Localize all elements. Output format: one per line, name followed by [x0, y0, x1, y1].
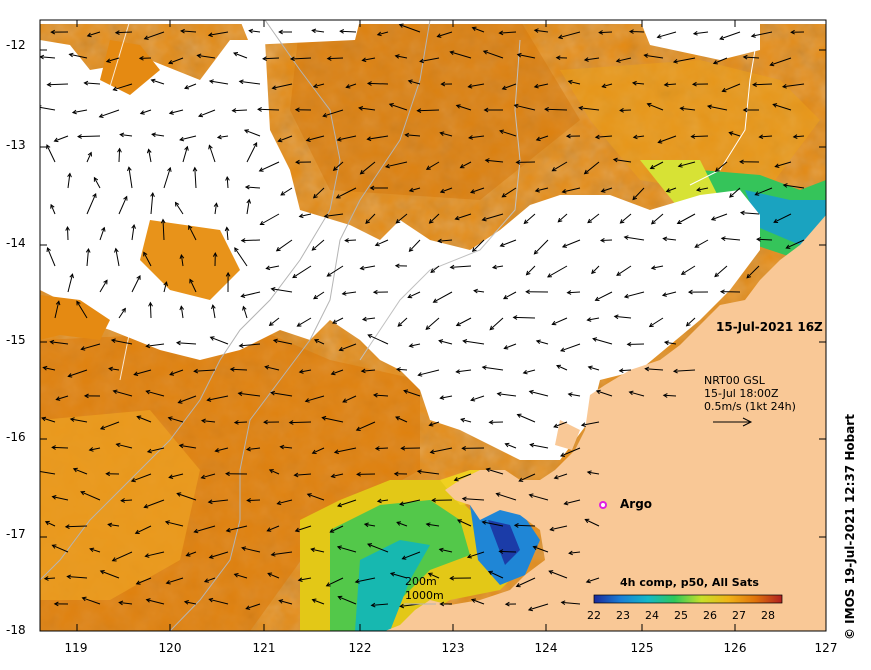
current-arrow — [630, 32, 644, 33]
current-arrow — [753, 84, 772, 85]
current-arrow — [78, 136, 100, 137]
y-tick-label: -13 — [6, 138, 38, 152]
current-arrow — [52, 447, 68, 448]
current-arrow — [328, 58, 343, 59]
current-arrow — [599, 32, 612, 33]
x-tick-label: 120 — [150, 641, 190, 655]
colorbar-tick: 25 — [669, 609, 693, 622]
current-arrow — [290, 422, 311, 423]
current-product-info: NRT00 GSL 15-Jul 18:00Z 0.5m/s (1kt 24h) — [704, 374, 796, 413]
colorbar-tick: 28 — [756, 609, 780, 622]
current-arrow — [417, 110, 439, 111]
current-arrow — [514, 317, 535, 318]
y-tick-label: -18 — [6, 623, 38, 637]
current-arrow — [499, 551, 516, 552]
depth-legend: 200m 1000m — [405, 575, 444, 603]
x-tick-label: 121 — [244, 641, 284, 655]
nrt-product-line: NRT00 GSL — [704, 374, 796, 387]
colorbar-tick: 24 — [640, 609, 664, 622]
colorbar — [594, 595, 782, 603]
y-tick-label: -16 — [6, 430, 38, 444]
depth-200m-label: 200m — [405, 575, 444, 589]
colorbar-tick: 26 — [698, 609, 722, 622]
current-arrow — [119, 149, 120, 162]
current-arrow — [150, 303, 151, 318]
current-arrow — [233, 110, 248, 111]
x-tick-label: 119 — [56, 641, 96, 655]
date-label: 15-Jul-2021 16Z — [716, 320, 823, 334]
current-arrow — [601, 240, 612, 241]
y-tick-label: -12 — [6, 38, 38, 52]
y-tick-label: -14 — [6, 236, 38, 250]
current-arrow — [368, 83, 388, 84]
current-arrow — [247, 500, 260, 501]
current-arrow — [242, 240, 260, 241]
colorbar-tick: 22 — [582, 609, 606, 622]
current-arrow — [68, 227, 69, 240]
depth-1000m-label: 1000m — [405, 589, 444, 603]
x-tick-label: 126 — [715, 641, 755, 655]
x-tick-label: 122 — [340, 641, 380, 655]
current-arrow — [48, 84, 69, 85]
current-arrow — [116, 32, 132, 33]
nrt-time-line: 15-Jul 18:00Z — [704, 387, 796, 400]
copyright-label: © IMOS 19-Jul-2021 12:37 Hobart — [843, 414, 857, 640]
x-tick-label: 123 — [433, 641, 473, 655]
colorbar-tick: 27 — [727, 609, 751, 622]
current-arrow — [376, 448, 388, 449]
colorbar-title: 4h comp, p50, All Sats — [620, 576, 759, 589]
colorbar-tick: 23 — [611, 609, 635, 622]
x-tick-label: 125 — [622, 641, 662, 655]
current-arrow — [258, 109, 279, 110]
current-arrow — [515, 525, 535, 526]
y-tick-label: -15 — [6, 333, 38, 347]
x-tick-label: 127 — [806, 641, 846, 655]
nrt-scale-line: 0.5m/s (1kt 24h) — [704, 400, 796, 413]
argo-label: Argo — [620, 497, 652, 511]
current-arrow — [691, 136, 708, 137]
y-tick-label: -17 — [6, 527, 38, 541]
x-tick-label: 124 — [526, 641, 566, 655]
